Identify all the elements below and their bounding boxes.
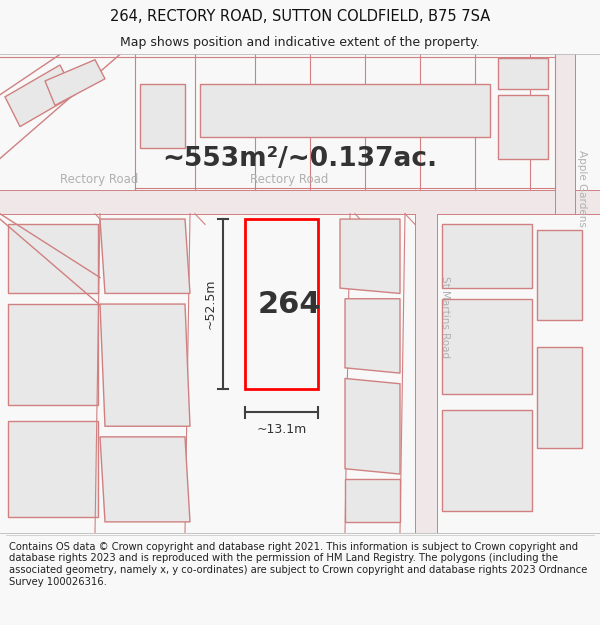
Text: ~13.1m: ~13.1m <box>256 423 307 436</box>
Polygon shape <box>498 58 548 89</box>
Bar <box>8 304 98 405</box>
Text: ~52.5m: ~52.5m <box>204 279 217 329</box>
Bar <box>415 214 437 532</box>
Bar <box>442 224 532 288</box>
Text: Contains OS data © Crown copyright and database right 2021. This information is : Contains OS data © Crown copyright and d… <box>9 542 587 586</box>
Polygon shape <box>498 95 548 159</box>
Text: St Martins Road: St Martins Road <box>440 276 450 358</box>
Bar <box>8 224 98 294</box>
Polygon shape <box>100 219 190 294</box>
Text: 264, RECTORY ROAD, SUTTON COLDFIELD, B75 7SA: 264, RECTORY ROAD, SUTTON COLDFIELD, B75… <box>110 9 490 24</box>
Text: ~553m²/~0.137ac.: ~553m²/~0.137ac. <box>163 146 437 171</box>
Text: Rectory Road: Rectory Road <box>250 173 328 186</box>
Polygon shape <box>200 84 490 138</box>
Text: Rectory Road: Rectory Road <box>60 173 139 186</box>
Bar <box>537 229 582 320</box>
Text: Map shows position and indicative extent of the property.: Map shows position and indicative extent… <box>120 36 480 49</box>
Polygon shape <box>340 219 400 294</box>
Polygon shape <box>345 479 400 522</box>
Text: Apple Gardens: Apple Gardens <box>577 150 587 227</box>
Bar <box>8 421 98 516</box>
Polygon shape <box>100 437 190 522</box>
Bar <box>555 54 575 214</box>
Bar <box>0 191 600 214</box>
Polygon shape <box>5 65 75 127</box>
Polygon shape <box>345 378 400 474</box>
Polygon shape <box>345 299 400 373</box>
Polygon shape <box>100 304 190 426</box>
Polygon shape <box>45 59 105 106</box>
Bar <box>537 346 582 448</box>
Text: 264: 264 <box>257 289 322 319</box>
Bar <box>442 299 532 394</box>
Polygon shape <box>140 84 185 148</box>
Bar <box>442 410 532 511</box>
